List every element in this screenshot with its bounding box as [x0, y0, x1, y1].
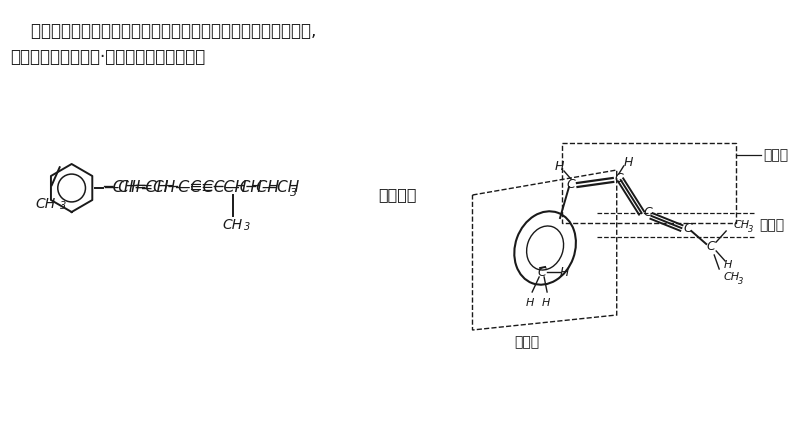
Text: C: C: [615, 173, 623, 186]
Text: CH: CH: [723, 272, 739, 282]
Text: C: C: [567, 177, 576, 190]
Text: C: C: [538, 266, 546, 278]
Text: C: C: [683, 222, 692, 235]
Text: 可以碳碳双键为中心·向四周延展。如有机物: 可以碳碳双键为中心·向四周延展。如有机物: [10, 48, 205, 66]
Text: 3: 3: [291, 188, 298, 198]
Text: H: H: [554, 160, 564, 173]
Text: H: H: [542, 298, 550, 308]
Text: CH: CH: [222, 218, 243, 232]
Text: 烯平面: 烯平面: [763, 148, 788, 162]
Text: 规律方法：有机物结构中含有碳碳双键，判断原子共线或共面时,: 规律方法：有机物结构中含有碳碳双键，判断原子共线或共面时,: [10, 22, 316, 40]
Text: H: H: [624, 156, 634, 169]
Text: —CH=CH—C≡C—CH—CH: —CH=CH—C≡C—CH—CH: [103, 181, 299, 195]
Text: H: H: [559, 266, 569, 278]
Text: CH: CH: [733, 220, 750, 230]
Text: C: C: [707, 240, 715, 253]
Text: 3: 3: [748, 224, 754, 233]
Text: H: H: [526, 298, 534, 308]
Text: 3: 3: [738, 277, 743, 286]
Text: 3: 3: [244, 222, 250, 232]
Text: 苯平面: 苯平面: [515, 335, 540, 349]
Text: 3: 3: [60, 201, 66, 211]
Bar: [562, 143, 736, 223]
Text: CH: CH: [36, 197, 56, 211]
Text: 炔直线: 炔直线: [759, 218, 784, 232]
Text: H: H: [724, 260, 732, 270]
Text: 可转化为: 可转化为: [379, 187, 417, 202]
Text: C: C: [643, 207, 652, 219]
Text: ─CH═CH─C≡C─CH─CH: ─CH═CH─C≡C─CH─CH: [103, 181, 279, 195]
